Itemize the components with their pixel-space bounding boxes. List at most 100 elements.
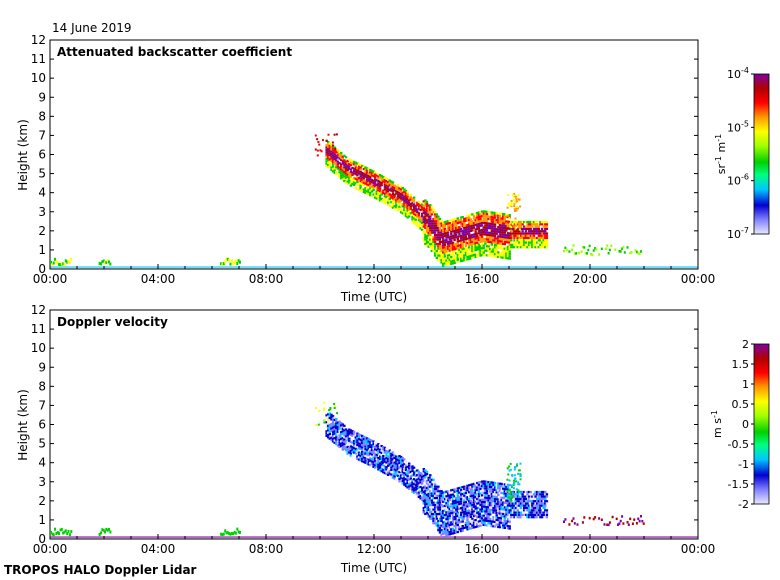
data-cell — [425, 203, 429, 206]
data-cell — [62, 262, 65, 266]
data-cell — [479, 519, 482, 523]
data-cell — [635, 250, 638, 254]
data-cell — [451, 488, 455, 491]
data-cell — [433, 224, 437, 227]
data-cell — [510, 516, 513, 519]
data-cell — [416, 492, 419, 495]
data-cell — [432, 492, 435, 495]
data-cell — [472, 514, 476, 518]
data-cell — [484, 212, 487, 215]
data-cell — [338, 422, 341, 426]
data-cell — [408, 483, 411, 486]
data-cell — [330, 436, 333, 439]
data-cell — [391, 195, 395, 198]
data-cell — [531, 230, 534, 233]
data-cell — [383, 202, 387, 205]
data-cell — [539, 220, 542, 224]
data-cell — [446, 227, 450, 230]
data-cell — [375, 458, 378, 461]
data-cell — [102, 528, 105, 532]
data-cell — [453, 515, 456, 518]
data-cell — [427, 497, 430, 500]
data-cell — [495, 239, 498, 242]
data-cell — [396, 197, 400, 201]
data-cell — [545, 234, 549, 237]
data-cell — [395, 464, 398, 467]
data-cell — [406, 470, 409, 473]
data-cell — [346, 173, 349, 176]
data-cell — [409, 477, 412, 480]
data-cell — [637, 517, 640, 520]
data-cell — [526, 220, 529, 224]
data-cell — [498, 507, 502, 510]
data-cell — [406, 216, 409, 219]
data-cell — [539, 504, 542, 507]
data-cell — [451, 518, 455, 521]
data-cell — [388, 197, 391, 201]
data-cell — [408, 199, 411, 202]
data-cell — [338, 427, 341, 430]
data-cell — [524, 234, 528, 237]
data-cell — [393, 475, 396, 478]
data-cell — [109, 262, 112, 266]
data-cell — [459, 246, 463, 249]
data-cell — [390, 450, 393, 453]
data-cell — [396, 474, 400, 477]
data-cell — [343, 154, 346, 157]
data-cell — [519, 506, 523, 510]
data-cell — [468, 239, 471, 242]
data-cell — [545, 227, 549, 230]
data-cell — [531, 509, 534, 512]
data-cell — [519, 504, 523, 507]
data-cell — [435, 517, 438, 520]
data-cell — [500, 508, 503, 511]
data-cell — [490, 229, 493, 232]
data-cell — [398, 207, 401, 211]
data-cell — [477, 495, 481, 498]
data-cell — [331, 426, 335, 429]
data-cell — [425, 500, 429, 503]
data-cell — [466, 516, 469, 519]
data-cell — [534, 504, 537, 507]
data-cell — [331, 433, 335, 436]
data-cell — [485, 510, 489, 513]
data-cell — [464, 247, 468, 250]
data-cell — [399, 458, 403, 461]
data-cell — [508, 496, 511, 499]
data-cell — [388, 470, 391, 473]
data-cell — [523, 497, 526, 500]
data-cell — [492, 525, 495, 528]
data-cell — [510, 513, 513, 516]
data-cell — [518, 236, 521, 240]
data-cell — [459, 221, 463, 224]
data-cell — [503, 233, 506, 237]
data-cell — [458, 500, 461, 503]
data-cell — [331, 431, 335, 434]
data-cell — [456, 235, 459, 238]
data-cell — [463, 240, 466, 243]
data-cell — [362, 184, 366, 187]
data-cell — [521, 502, 524, 505]
data-cell — [468, 495, 471, 498]
data-cell — [327, 431, 330, 434]
data-cell — [514, 232, 518, 235]
data-cell — [464, 526, 468, 529]
data-cell — [461, 529, 464, 532]
data-cell — [383, 195, 387, 198]
data-cell — [336, 426, 340, 429]
data-cell — [398, 205, 401, 208]
data-cell — [506, 496, 509, 499]
data-cell — [487, 233, 490, 237]
data-cell — [484, 489, 487, 492]
data-cell — [631, 522, 634, 525]
data-cell — [539, 234, 542, 237]
data-cell — [455, 515, 458, 518]
data-cell — [335, 173, 338, 176]
data-cell — [325, 425, 328, 428]
data-cell — [479, 497, 482, 500]
data-cell — [385, 459, 388, 462]
data-cell — [514, 506, 518, 510]
data-cell — [463, 224, 466, 227]
data-cell — [451, 223, 455, 226]
data-cell — [327, 420, 330, 423]
